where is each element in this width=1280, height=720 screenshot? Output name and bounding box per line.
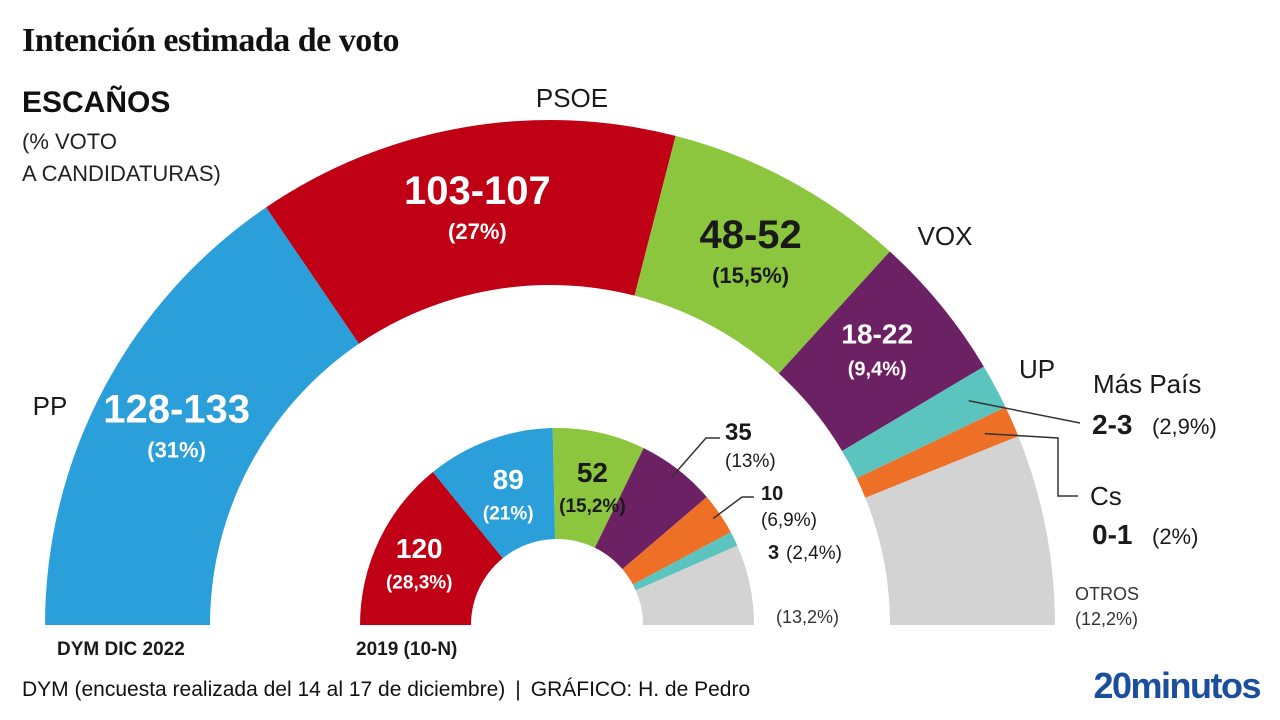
n2019-pct-up: (13%) xyxy=(725,451,776,472)
dym-slice-vox xyxy=(634,135,890,374)
dym-pct-otros: (12,2%) xyxy=(1075,609,1138,629)
chart-subnote: (% VOTO A CANDIDATURAS) xyxy=(22,126,221,190)
dym-leader-cs xyxy=(984,432,1078,497)
n2019-pct-cs: (6,9%) xyxy=(761,510,817,531)
dym-leader-mas-pais xyxy=(968,400,1081,424)
n2019-slice-up xyxy=(594,448,707,570)
dym-name-mas-pais: Más País xyxy=(1093,369,1201,399)
dym-seats-mas-pais: 2-3 xyxy=(1092,409,1132,440)
dym-seats-cs: 0-1 xyxy=(1092,519,1132,550)
dym-pct-vox: (15,5%) xyxy=(712,263,789,288)
n2019-pct-mas-pais: (2,4%) xyxy=(786,543,842,564)
n2019-pct-otros: (13,2%) xyxy=(776,607,839,627)
footer-source: DYM (encuesta realizada del 14 al 17 de … xyxy=(22,678,506,701)
n2019-seats-vox: 52 xyxy=(577,457,608,488)
dym-name-up: UP xyxy=(1019,354,1055,384)
dym-slice-cs xyxy=(856,407,1019,498)
n2019-slice-psoe xyxy=(360,472,503,625)
dym-seats-up: 18-22 xyxy=(841,319,913,350)
dym-slice-up xyxy=(778,251,984,452)
brand-logo: 20minutos xyxy=(1093,665,1261,706)
dym-slice-psoe xyxy=(266,119,676,344)
dym-seats-psoe: 103-107 xyxy=(404,169,551,213)
footer-separator: | xyxy=(515,678,521,701)
n2019-seats-cs: 10 xyxy=(761,483,783,505)
dym-name-otros: OTROS xyxy=(1075,584,1139,604)
dym-pct-cs: (2%) xyxy=(1152,524,1198,549)
dym-slice-mas-pais xyxy=(842,366,1006,479)
dym-seats-vox: 48-52 xyxy=(699,213,801,257)
n2019-slice-mas-pais xyxy=(632,532,738,591)
dym-slice-otros xyxy=(865,436,1055,625)
n2019-seats-mas-pais: 3 xyxy=(768,542,779,564)
dym-pct-up: (9,4%) xyxy=(848,359,907,381)
n2019-slice-otros xyxy=(635,545,754,625)
n2019-leader-up xyxy=(671,437,720,478)
subnote-line-1: (% VOTO xyxy=(22,129,117,154)
dym-pct-psoe: (27%) xyxy=(448,219,507,244)
dym-pct-pp: (31%) xyxy=(147,437,206,462)
dym-chart-label: DYM DIC 2022 xyxy=(57,639,185,660)
n2019-seats-up: 35 xyxy=(725,419,752,446)
footer-credit: GRÁFICO: H. de Pedro xyxy=(530,678,751,701)
dym-slice-pp xyxy=(45,207,359,625)
n2019-slice-cs xyxy=(622,497,731,585)
dym-seats-pp: 128-133 xyxy=(103,387,250,431)
subnote-line-2: A CANDIDATURAS) xyxy=(22,161,221,186)
n2019-seats-pp: 89 xyxy=(493,464,524,495)
n2019-slice-pp xyxy=(432,428,556,559)
dym-name-pp: PP xyxy=(33,391,68,421)
dym-name-cs: Cs xyxy=(1090,481,1122,511)
n2019-pct-vox: (15,2%) xyxy=(559,496,626,517)
n2019-seats-psoe: 120 xyxy=(396,533,443,564)
n2019-slice-vox xyxy=(552,428,644,548)
chart-title: Intención estimada de voto xyxy=(22,22,400,59)
footer: DYM (encuesta realizada del 14 al 17 de … xyxy=(22,678,750,702)
dym-pct-mas-pais: (2,9%) xyxy=(1152,414,1217,439)
dym-name-vox: VOX xyxy=(918,221,973,251)
n2019-chart-label: 2019 (10-N) xyxy=(356,639,457,660)
n2019-pct-psoe: (28,3%) xyxy=(386,572,453,593)
chart-subtitle: ESCAÑOS xyxy=(22,86,171,119)
dym-name-psoe: PSOE xyxy=(536,83,608,113)
n2019-pct-pp: (21%) xyxy=(483,503,534,524)
n2019-leader-cs xyxy=(712,496,754,520)
